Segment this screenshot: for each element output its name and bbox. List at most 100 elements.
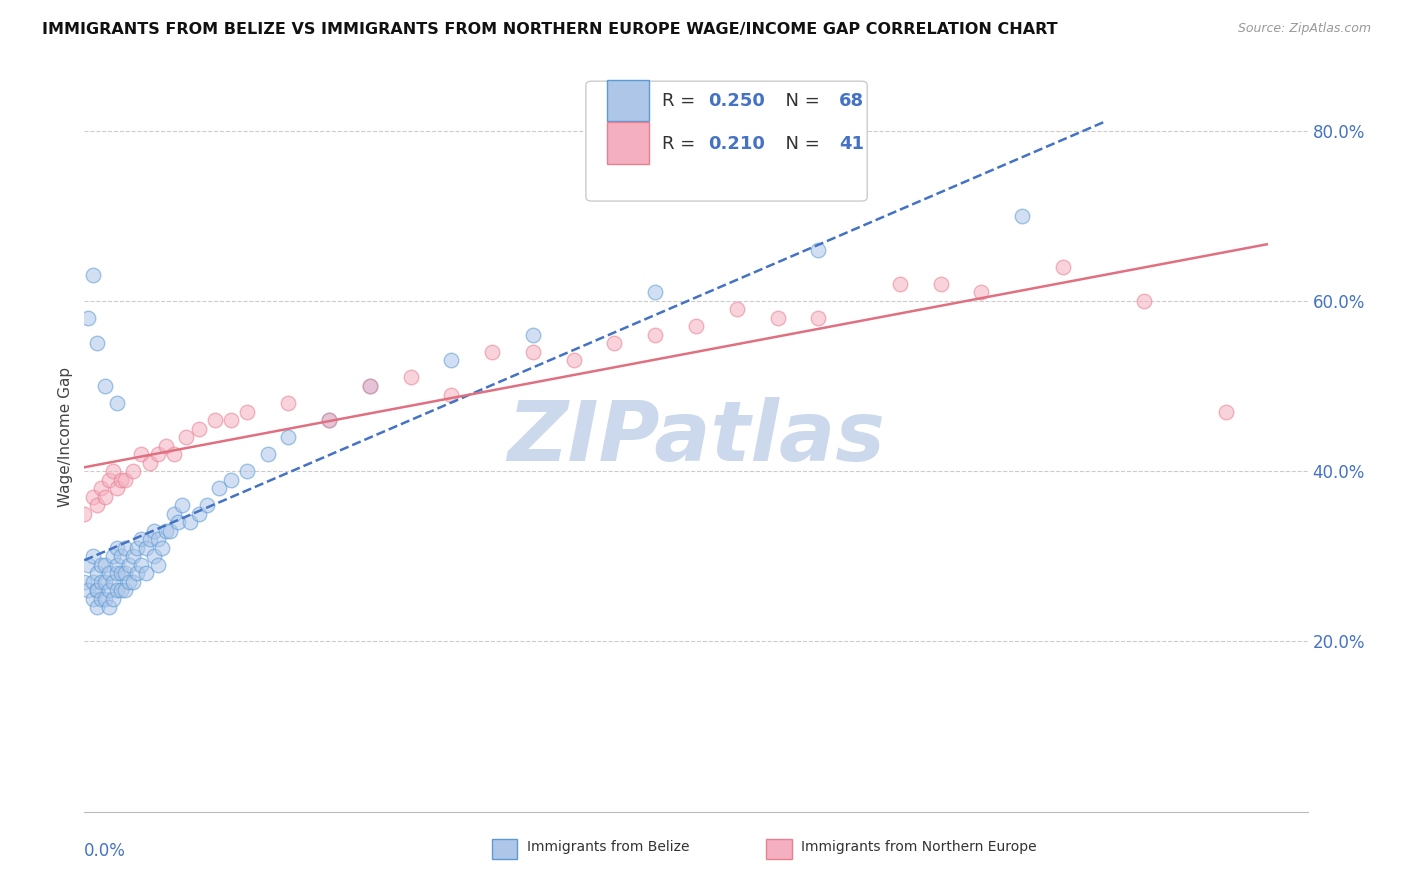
Point bbox=[86, 583, 108, 598]
Point bbox=[77, 310, 100, 325]
Text: Immigrants from Northern Europe: Immigrants from Northern Europe bbox=[801, 840, 1038, 855]
Text: 0.210: 0.210 bbox=[709, 135, 765, 153]
Point bbox=[146, 533, 169, 547]
Point bbox=[167, 515, 190, 529]
Point bbox=[135, 566, 157, 581]
Point bbox=[603, 336, 626, 351]
Point bbox=[522, 345, 544, 359]
Text: IMMIGRANTS FROM BELIZE VS IMMIGRANTS FROM NORTHERN EUROPE WAGE/INCOME GAP CORREL: IMMIGRANTS FROM BELIZE VS IMMIGRANTS FRO… bbox=[42, 22, 1057, 37]
Point bbox=[163, 447, 186, 461]
Point bbox=[93, 558, 115, 572]
Point bbox=[204, 413, 226, 427]
Text: Immigrants from Belize: Immigrants from Belize bbox=[527, 840, 690, 855]
Point bbox=[127, 566, 149, 581]
Point bbox=[970, 285, 993, 300]
Point bbox=[110, 473, 132, 487]
Point bbox=[131, 533, 153, 547]
Text: R =: R = bbox=[662, 135, 700, 153]
Point bbox=[90, 558, 112, 572]
Point bbox=[146, 447, 169, 461]
Point bbox=[277, 430, 299, 444]
Point bbox=[114, 541, 136, 555]
Point bbox=[118, 558, 141, 572]
Point bbox=[257, 447, 280, 461]
Point bbox=[73, 574, 96, 589]
Point bbox=[86, 498, 108, 512]
Point bbox=[97, 583, 120, 598]
Point bbox=[146, 558, 169, 572]
Point bbox=[110, 583, 132, 598]
Point bbox=[174, 430, 197, 444]
FancyBboxPatch shape bbox=[606, 122, 650, 163]
Point bbox=[131, 558, 153, 572]
Point bbox=[155, 524, 177, 538]
Point bbox=[93, 379, 115, 393]
Point bbox=[105, 583, 128, 598]
Point bbox=[522, 327, 544, 342]
Point bbox=[86, 583, 108, 598]
Point bbox=[86, 336, 108, 351]
Point bbox=[929, 277, 952, 291]
Point bbox=[138, 533, 160, 547]
Point bbox=[101, 464, 124, 478]
Point bbox=[90, 481, 112, 495]
Point bbox=[82, 591, 104, 606]
Point bbox=[127, 541, 149, 555]
Point bbox=[1133, 293, 1156, 308]
Point bbox=[97, 600, 120, 615]
Point bbox=[73, 507, 96, 521]
Point bbox=[93, 490, 115, 504]
Point bbox=[142, 549, 165, 564]
Point bbox=[110, 549, 132, 564]
Point bbox=[155, 439, 177, 453]
Point bbox=[236, 404, 259, 418]
Text: 68: 68 bbox=[839, 93, 865, 111]
Point bbox=[1052, 260, 1074, 274]
Point bbox=[440, 353, 463, 368]
Point bbox=[318, 413, 340, 427]
Point bbox=[236, 464, 259, 478]
Point bbox=[122, 574, 145, 589]
Point bbox=[277, 396, 299, 410]
Point bbox=[807, 310, 830, 325]
Point bbox=[101, 591, 124, 606]
Point bbox=[82, 549, 104, 564]
Point bbox=[110, 566, 132, 581]
Point bbox=[131, 447, 153, 461]
Point bbox=[114, 583, 136, 598]
Point bbox=[195, 498, 218, 512]
Y-axis label: Wage/Income Gap: Wage/Income Gap bbox=[58, 367, 73, 508]
Text: 0.250: 0.250 bbox=[709, 93, 765, 111]
Point bbox=[122, 549, 145, 564]
Point bbox=[440, 387, 463, 401]
Point bbox=[766, 310, 789, 325]
Point bbox=[82, 574, 104, 589]
Point bbox=[114, 566, 136, 581]
Point bbox=[725, 302, 748, 317]
Text: N =: N = bbox=[775, 135, 825, 153]
Point bbox=[219, 473, 242, 487]
Point bbox=[318, 413, 340, 427]
Text: Source: ZipAtlas.com: Source: ZipAtlas.com bbox=[1237, 22, 1371, 36]
Point bbox=[562, 353, 585, 368]
Point bbox=[114, 473, 136, 487]
Point bbox=[86, 600, 108, 615]
Point bbox=[90, 591, 112, 606]
Point bbox=[163, 507, 186, 521]
Point bbox=[685, 319, 707, 334]
Point bbox=[179, 515, 201, 529]
Point bbox=[138, 456, 160, 470]
Point bbox=[118, 574, 141, 589]
Point bbox=[82, 268, 104, 283]
Point bbox=[172, 498, 194, 512]
Point bbox=[807, 243, 830, 257]
Text: ZIPatlas: ZIPatlas bbox=[508, 397, 884, 477]
Point bbox=[150, 541, 173, 555]
Point bbox=[77, 558, 100, 572]
Text: 0.0%: 0.0% bbox=[84, 842, 127, 860]
Point bbox=[159, 524, 181, 538]
Point bbox=[208, 481, 231, 495]
Point bbox=[77, 583, 100, 598]
Text: 41: 41 bbox=[839, 135, 865, 153]
Point bbox=[105, 396, 128, 410]
